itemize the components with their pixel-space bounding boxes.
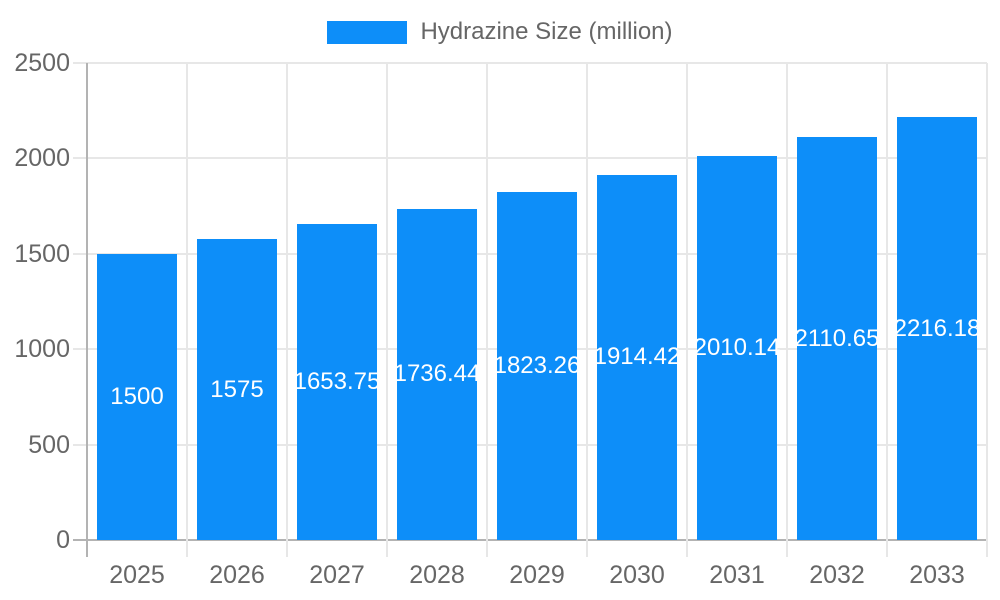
v-gridline (886, 63, 888, 540)
x-axis-tick-label: 2029 (509, 561, 565, 589)
x-axis-tick-label: 2026 (209, 561, 265, 589)
v-gridline (386, 63, 388, 540)
x-axis-tick-label: 2032 (809, 561, 865, 589)
h-gridline (87, 539, 987, 541)
x-axis-tick (686, 540, 688, 557)
bar-value-label: 1500 (110, 382, 164, 410)
x-axis-tick-label: 2033 (909, 561, 965, 589)
bar-value-label: 1914.42 (593, 343, 681, 371)
bar[interactable] (797, 137, 877, 540)
h-gridline (87, 62, 987, 64)
bar[interactable] (897, 117, 977, 540)
x-axis-tick-label: 2025 (109, 561, 165, 589)
x-axis-tick (186, 540, 188, 557)
v-gridline (586, 63, 588, 540)
v-gridline (786, 63, 788, 540)
y-axis-tick-label: 500 (28, 430, 70, 459)
y-axis-tick-label: 0 (56, 526, 70, 554)
bar[interactable] (597, 174, 677, 540)
bar[interactable] (197, 239, 277, 540)
x-axis-tick (86, 540, 88, 557)
y-axis-tick-label: 2500 (14, 49, 70, 77)
h-gridline (87, 157, 987, 160)
x-axis-tick-label: 2027 (309, 561, 365, 589)
bar-value-label: 1736.44 (393, 360, 481, 388)
x-axis-tick-label: 2028 (409, 561, 465, 589)
bar-value-label: 2010.14 (693, 334, 781, 362)
bar-value-label: 1575 (210, 375, 264, 403)
y-axis-tick (73, 443, 87, 446)
v-gridline (86, 63, 88, 540)
bar[interactable] (697, 156, 777, 540)
y-axis-tick-label: 1500 (14, 239, 70, 268)
v-gridline (286, 63, 288, 540)
bar-value-label: 2110.65 (794, 324, 880, 352)
legend-label: Hydrazine Size (million) (420, 18, 673, 45)
bar[interactable] (497, 192, 577, 540)
bar[interactable] (397, 208, 477, 540)
y-axis-tick (73, 348, 87, 351)
bar-value-label: 2216.18 (893, 314, 981, 342)
bar-value-label: 1653.75 (293, 368, 381, 396)
y-axis-tick (73, 539, 87, 541)
y-axis-tick (73, 62, 87, 64)
x-axis-tick (986, 540, 988, 557)
bar-value-label: 1823.26 (493, 352, 581, 380)
v-gridline (986, 63, 988, 540)
x-axis-tick (886, 540, 888, 557)
y-axis-tick (73, 157, 87, 160)
x-axis-tick (386, 540, 388, 557)
bar[interactable] (297, 224, 377, 540)
x-axis-tick-label: 2031 (709, 561, 765, 589)
y-axis-tick (73, 252, 87, 255)
y-axis-tick-label: 2000 (14, 144, 70, 173)
legend-swatch (327, 20, 408, 44)
x-axis-tick-label: 2030 (609, 561, 665, 589)
x-axis-tick (286, 540, 288, 557)
x-axis-tick (486, 540, 488, 557)
legend-item[interactable]: Hydrazine Size (million) (0, 17, 1000, 47)
v-gridline (186, 63, 188, 540)
x-axis-tick (786, 540, 788, 557)
v-gridline (486, 63, 488, 540)
v-gridline (686, 63, 688, 540)
bar[interactable] (97, 253, 177, 540)
x-axis-tick (586, 540, 588, 557)
y-axis-tick-label: 1000 (14, 335, 70, 364)
